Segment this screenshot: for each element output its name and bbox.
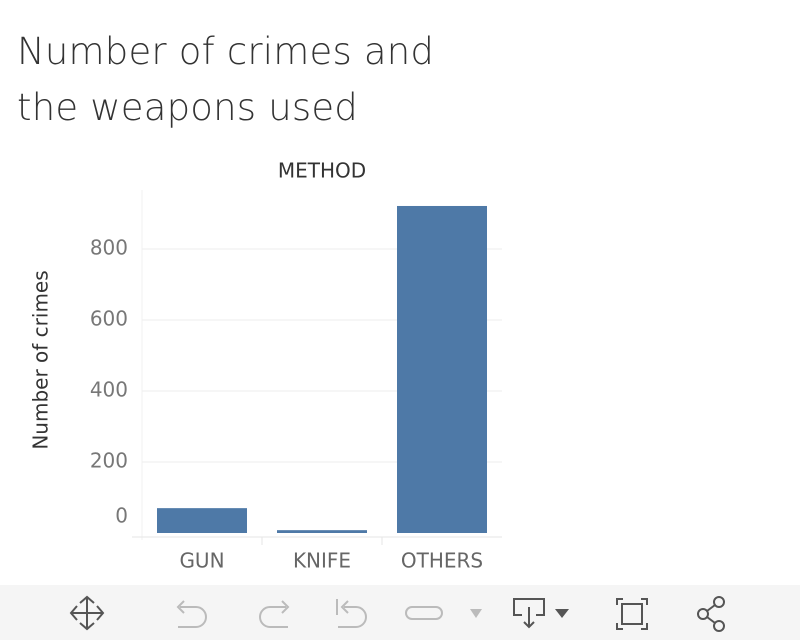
toolbar [0, 585, 800, 640]
y-tick-label: 600 [90, 306, 128, 330]
fullscreen-icon[interactable] [616, 598, 648, 630]
x-tick-label: OTHERS [401, 549, 483, 573]
y-tick-label: 400 [90, 377, 128, 401]
y-axis-title: Number of crimes [29, 270, 53, 449]
share-icon[interactable] [697, 596, 725, 632]
chart-title: Number of crimes and the weapons used [17, 30, 435, 129]
pause-icon[interactable] [405, 606, 482, 620]
y-tick-label: 0 [115, 504, 128, 528]
bar [157, 508, 247, 533]
x-axis-title: METHOD [278, 159, 366, 183]
y-tick-label: 200 [90, 448, 128, 472]
download-icon[interactable] [513, 598, 569, 629]
bar [397, 205, 487, 533]
x-tick-label: KNIFE [293, 549, 351, 573]
redo-icon[interactable] [259, 600, 290, 628]
chart: METHOD Number of crimes 0 200 400 600 800 GUN… [29, 159, 502, 573]
reset-icon[interactable] [336, 599, 367, 628]
undo-icon[interactable] [176, 600, 207, 628]
x-tick-label: GUN [179, 549, 224, 573]
revert-icon[interactable] [69, 595, 105, 631]
y-tick-label: 800 [90, 235, 128, 259]
toolbar-icons [69, 595, 725, 632]
bar [277, 530, 367, 533]
